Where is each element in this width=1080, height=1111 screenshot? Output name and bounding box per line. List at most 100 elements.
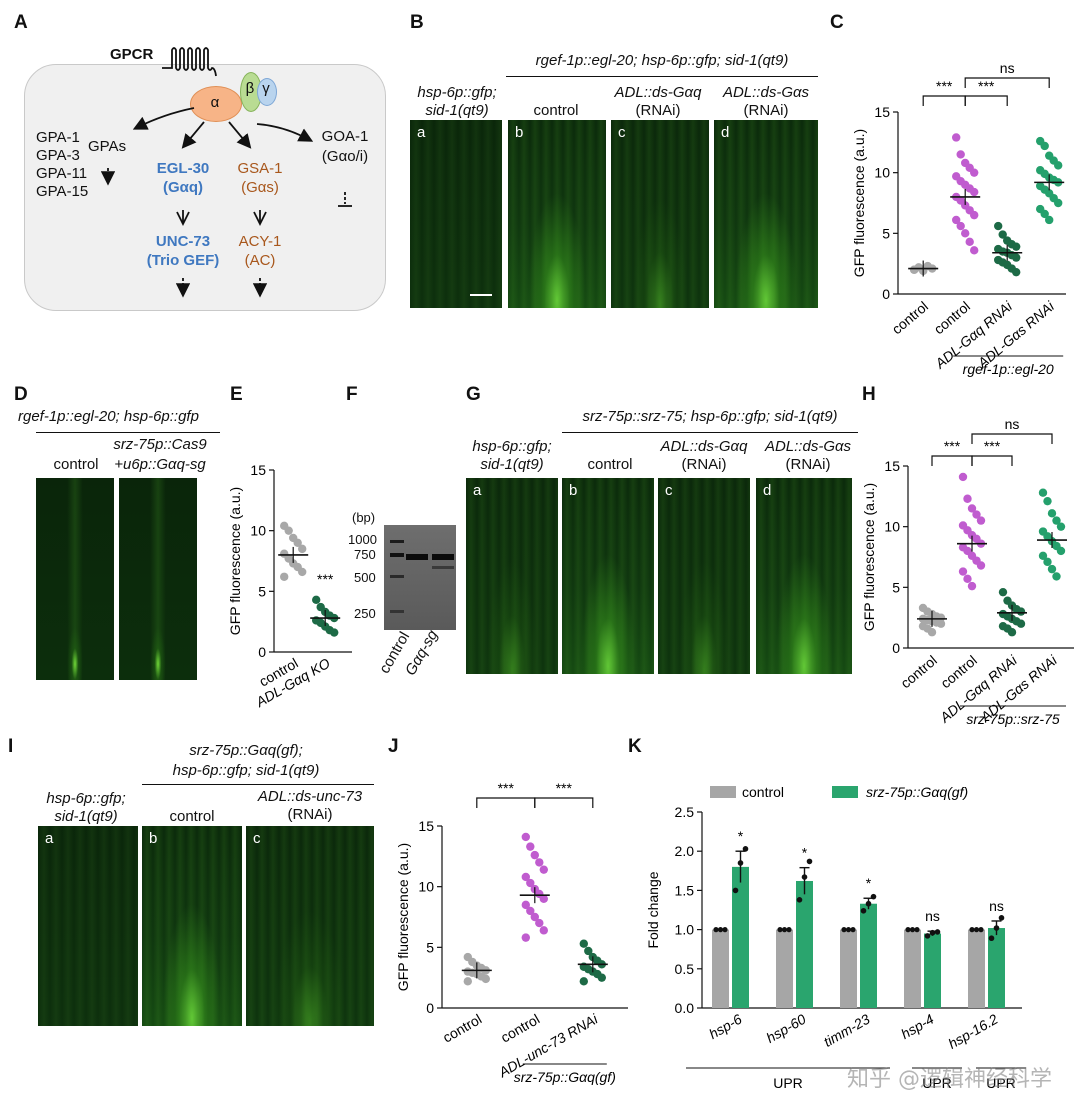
i-group-header-1: srz-75p::Gαq(gf); [189,742,303,759]
data-point [1047,564,1057,574]
i-col-1: control [169,808,215,825]
g-left-header-1: hsp-6p::gfp; [472,438,552,455]
data-point [910,265,919,274]
y-tick-label: 15 [250,462,266,478]
data-point [1012,267,1021,277]
data-point [965,237,974,247]
b-image-a: a [410,120,502,308]
x-tick-label: control [440,1011,484,1046]
y-axis-label: Fold change [645,871,661,948]
group-label: srz-75p::Gαq(gf) [514,1069,616,1085]
g-col-2: ADL::ds-Gαq [660,438,748,455]
significance-label: *** [984,438,1001,454]
g-group-header: srz-75p::srz-75; hsp-6p::gfp; sid-1(qt9) [582,408,838,425]
data-point [952,133,961,142]
y-tick-label: 2.5 [675,804,695,820]
gamma-label: γ [262,80,270,97]
data-point [1054,161,1063,170]
data-point [961,229,970,238]
data-point [969,927,975,933]
unc73-label: UNC-73 [155,233,211,250]
gpa3-label: GPA-3 [36,147,80,164]
egl30-label: EGL-30 [156,160,210,177]
data-point [579,939,588,948]
x-tick-label: hsp-60 [763,1011,808,1046]
y-tick-label: 1.5 [675,882,695,898]
data-point [956,221,965,231]
b-group-header: rgef-1p::egl-20; hsp-6p::gfp; sid-1(qt9) [535,52,789,69]
data-point [786,927,792,933]
b-image-d: d [714,120,818,308]
data-point [535,918,544,928]
chart-j: 0 5 10 15 GFP fluorescence (a.u.) control cont… [395,780,628,1085]
data-point [1047,509,1057,518]
data-point [521,872,530,882]
x-tick-label: hsp-6 [706,1011,745,1042]
x-tick-label: control [889,298,931,337]
significance-bracket [964,77,1050,88]
y-axis-label: GFP fluorescence (a.u.) [395,843,411,991]
b-col-2: ADL::ds-Gαq [614,84,702,101]
y-tick-label: 5 [882,225,890,241]
bar-gf [988,928,1005,1008]
legend-swatch-gf [832,786,858,798]
significance-bracket [931,455,973,466]
i-left-header-2: sid-1(qt9) [54,808,118,825]
group-label: rgef-1p::egl-20 [963,361,1054,377]
data-point [963,574,972,584]
data-point [970,187,979,197]
data-point [530,850,539,860]
g-image-d: d [756,478,852,674]
gpas-label: GPAs [88,138,127,155]
significance-bracket [476,797,536,808]
d-header: rgef-1p::egl-20; hsp-6p::gfp [18,408,199,425]
data-point [1052,572,1061,581]
g-col-2-sub: (RNAi) [681,456,727,473]
data-point [1012,253,1021,262]
b-left-header-1: hsp-6p::gfp; [417,84,497,101]
scale-bar [470,294,492,296]
data-point [998,915,1005,921]
data-point [958,567,968,576]
y-tick-label: 10 [250,523,266,539]
acy1-label: ACY-1 [238,233,282,250]
significance-label: *** [498,780,515,796]
b-col-3: ADL::ds-Gαs [722,84,810,101]
data-point [988,935,995,942]
bar-gf [796,880,813,1008]
f-band-sg-lower [432,566,454,569]
data-point [1043,496,1052,506]
data-point [1054,198,1063,208]
panel-label-i: I [8,736,14,757]
i-image-a: a [38,826,138,1026]
y-tick-label: 10 [884,519,900,535]
gpcr-label: GPCR [110,46,154,63]
d-image-control [36,478,114,680]
data-point [526,878,535,888]
y-tick-label: 15 [884,458,900,474]
gpcr-receptor-icon [162,47,217,77]
data-point [298,567,307,577]
data-point [732,887,739,894]
data-point [530,912,539,922]
group-label: UPR [773,1075,803,1091]
g-image-c: c [658,478,750,674]
egl30-sub: (Gαq) [162,179,204,196]
bar-gf [924,933,941,1008]
f-tick-500: 500 [354,570,376,585]
data-point [998,230,1007,239]
i-col-2-sub: (RNAi) [287,806,333,823]
gpa1-label: GPA-1 [36,129,80,146]
legend-label-gf: srz-75p::Gαq(gf) [866,784,968,800]
f-tick-250: 250 [354,606,376,621]
data-point [535,858,544,867]
b-col-1: control [533,102,579,119]
bar-control [904,929,921,1008]
gpa11-label: GPA-11 [36,165,88,182]
panel-label-h: H [862,384,876,405]
b-col-3-sub: (RNAi) [743,102,789,119]
data-point [967,504,977,513]
data-point [970,210,979,220]
beta-label: β [245,80,255,97]
data-point [845,927,852,933]
